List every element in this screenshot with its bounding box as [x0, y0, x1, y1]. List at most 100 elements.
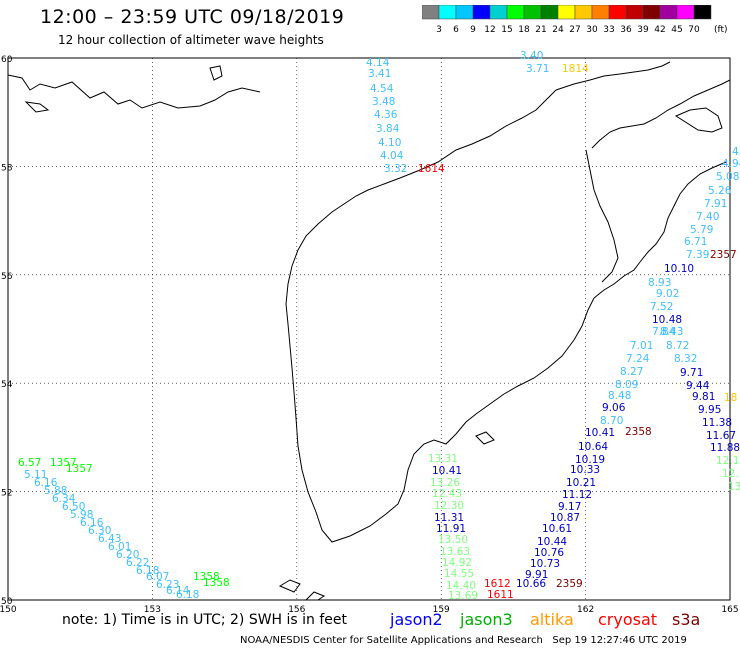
swh-label-cryosat: 10.66: [516, 578, 546, 590]
swh-label-altika: 6.16: [34, 477, 58, 489]
swh-label-jason3: 1358: [193, 571, 220, 583]
footer-note: note: 1) Time is in UTC; 2) SWH is in fe…: [62, 612, 348, 628]
scale-swatch: [693, 5, 712, 20]
page-title: 12:00 – 23:59 UTC 09/18/2019: [40, 6, 345, 28]
swh-label-jason2: 9.95: [698, 404, 721, 416]
swh-label-cryosat: 10.19: [575, 454, 605, 466]
swh-label-cryosat: 9.17: [558, 501, 581, 513]
swh-label-jason2: 11.88: [710, 442, 740, 454]
swh-label-jason2: 2359: [556, 578, 583, 590]
swh-label-cryosat: 9.91: [525, 569, 548, 581]
swh-label-altika: 6.34: [52, 493, 76, 505]
swh-label-altika: 5.98: [70, 509, 93, 521]
swh-label-altika: 6.14: [166, 585, 190, 597]
swh-label-jason3: 3.41: [368, 68, 391, 80]
swh-label-jason3: 4.54: [370, 83, 394, 95]
swh-label-jason2: 4.82: [732, 146, 740, 158]
swh-label-jason2: 5.08: [716, 171, 739, 183]
swh-label-jason3: 3.32: [384, 163, 407, 175]
page-subtitle: 12 hour collection of altimeter wave hei…: [58, 33, 324, 47]
swh-label-jason2: 9.44: [686, 380, 710, 392]
coastline: [7, 61, 731, 601]
swh-label-altika: 6.18: [176, 589, 199, 601]
scale-tick-label: 12: [484, 25, 495, 35]
swh-label-jason2: 7.40: [696, 211, 719, 223]
scale-tick-label: 21: [535, 25, 546, 35]
swh-label-jason2: 8.32: [674, 353, 697, 365]
swh-label-jason2: 11.67: [706, 430, 736, 442]
scale-tick-label: 24: [552, 25, 564, 35]
swh-label-altika: 6.16: [80, 517, 104, 529]
scale-tick-label: 27: [569, 25, 580, 35]
swh-label-altika: 14.92: [442, 557, 472, 569]
swh-label-jason2: 12.5: [722, 468, 740, 480]
swh-label-s3a: 1611: [487, 589, 514, 601]
y-tick-label: 50: [1, 597, 13, 607]
swh-label-jason3: 4.04: [380, 150, 404, 162]
scale-tick-label: 33: [603, 25, 614, 35]
swh-label-cryosat: 10.87: [550, 512, 580, 524]
swh-label-cryosat: 10.64: [578, 441, 608, 453]
swh-label-cryosat: 10.44: [537, 536, 567, 548]
swh-label-jason2: 18: [724, 392, 737, 404]
swh-label-jason3: 8.93: [648, 277, 671, 289]
swh-label-altika: 13.26: [430, 477, 460, 489]
swh-label-jason2: 2357: [710, 249, 737, 261]
credit-timestamp: Sep 19 12:27:46 UTC 2019: [552, 635, 687, 646]
legend-cryosat: cryosat: [598, 610, 658, 629]
swh-label-jason2: 12.11: [716, 455, 740, 467]
swh-label-altika: 6.23: [156, 579, 179, 591]
swh-label-jason2: 7.39: [686, 249, 709, 261]
y-tick-label: 52: [1, 489, 12, 499]
swh-label-cryosat: 10.41: [585, 427, 615, 439]
swh-label-jason2: 10.10: [664, 263, 694, 275]
swh-label-jason2: 9.81: [692, 391, 715, 403]
swh-label-cryosat: 10.21: [566, 477, 596, 489]
legend-s3a: s3a: [672, 610, 701, 629]
swh-label-altika: 6.22: [126, 557, 149, 569]
swh-label-cryosat: 9.06: [602, 402, 626, 414]
y-tick-label: 60: [1, 55, 13, 65]
swh-label-jason2: 5.26: [708, 185, 732, 197]
swh-label-altika: 11.91: [436, 523, 466, 535]
swh-label-jason3: 7.84: [652, 326, 676, 338]
scale-tick-label: 45: [671, 25, 682, 35]
swh-label-jason3: 3.40: [520, 50, 543, 62]
scale-tick-label: 30: [586, 25, 598, 35]
swh-label-altika: 14.40: [446, 580, 476, 592]
swh-label-jason2: 7.91: [704, 198, 727, 210]
y-tick-label: 58: [1, 163, 13, 173]
map-frame: [7, 57, 731, 601]
swh-label-altika: 13.50: [438, 534, 468, 546]
scale-unit: (ft): [714, 25, 728, 35]
swh-label-altika: 12.43: [432, 488, 462, 500]
swh-label-cryosat: 10.61: [542, 523, 572, 535]
swh-label-jason3: 1357: [66, 463, 93, 475]
swh-label-altika: 6.07: [146, 571, 169, 583]
swh-label-altika: 6.43: [98, 533, 121, 545]
scale-tick-label: 18: [518, 25, 530, 35]
scale-tick-label: 42: [654, 25, 665, 35]
credit-text: NOAA/NESDIS Center for Satellite Applica…: [240, 635, 543, 646]
swh-label-altika: 6.50: [62, 501, 85, 513]
swh-label-jason2: 5.79: [690, 224, 713, 236]
swh-label-cryosat: 10.76: [534, 547, 564, 559]
swh-label-altika: 12.30: [434, 500, 464, 512]
swh-label-altika: 5.88: [44, 485, 67, 497]
x-tick-label: 156: [288, 605, 305, 615]
footer-credit: NOAA/NESDIS Center for Satellite Applica…: [240, 635, 687, 646]
swh-label-s3a: 1614: [418, 163, 445, 175]
swh-label-jason3: 3.84: [376, 123, 400, 135]
swh-label-jason2: 6.71: [684, 236, 707, 248]
swh-label-altika: 6.30: [88, 525, 111, 537]
swh-label-altika: 13.31: [428, 453, 458, 465]
swh-label-jason2: 9.02: [656, 288, 679, 300]
swh-label-jason3: 7.24: [626, 353, 650, 365]
y-tick-label: 54: [1, 380, 13, 390]
x-tick-label: 165: [721, 605, 738, 615]
legend-jason3: jason3: [460, 610, 513, 629]
swh-label-jason2: 2358: [625, 426, 652, 438]
swh-label-jason3: 1358: [203, 577, 230, 589]
swh-label-jason2: 11.38: [702, 417, 732, 429]
